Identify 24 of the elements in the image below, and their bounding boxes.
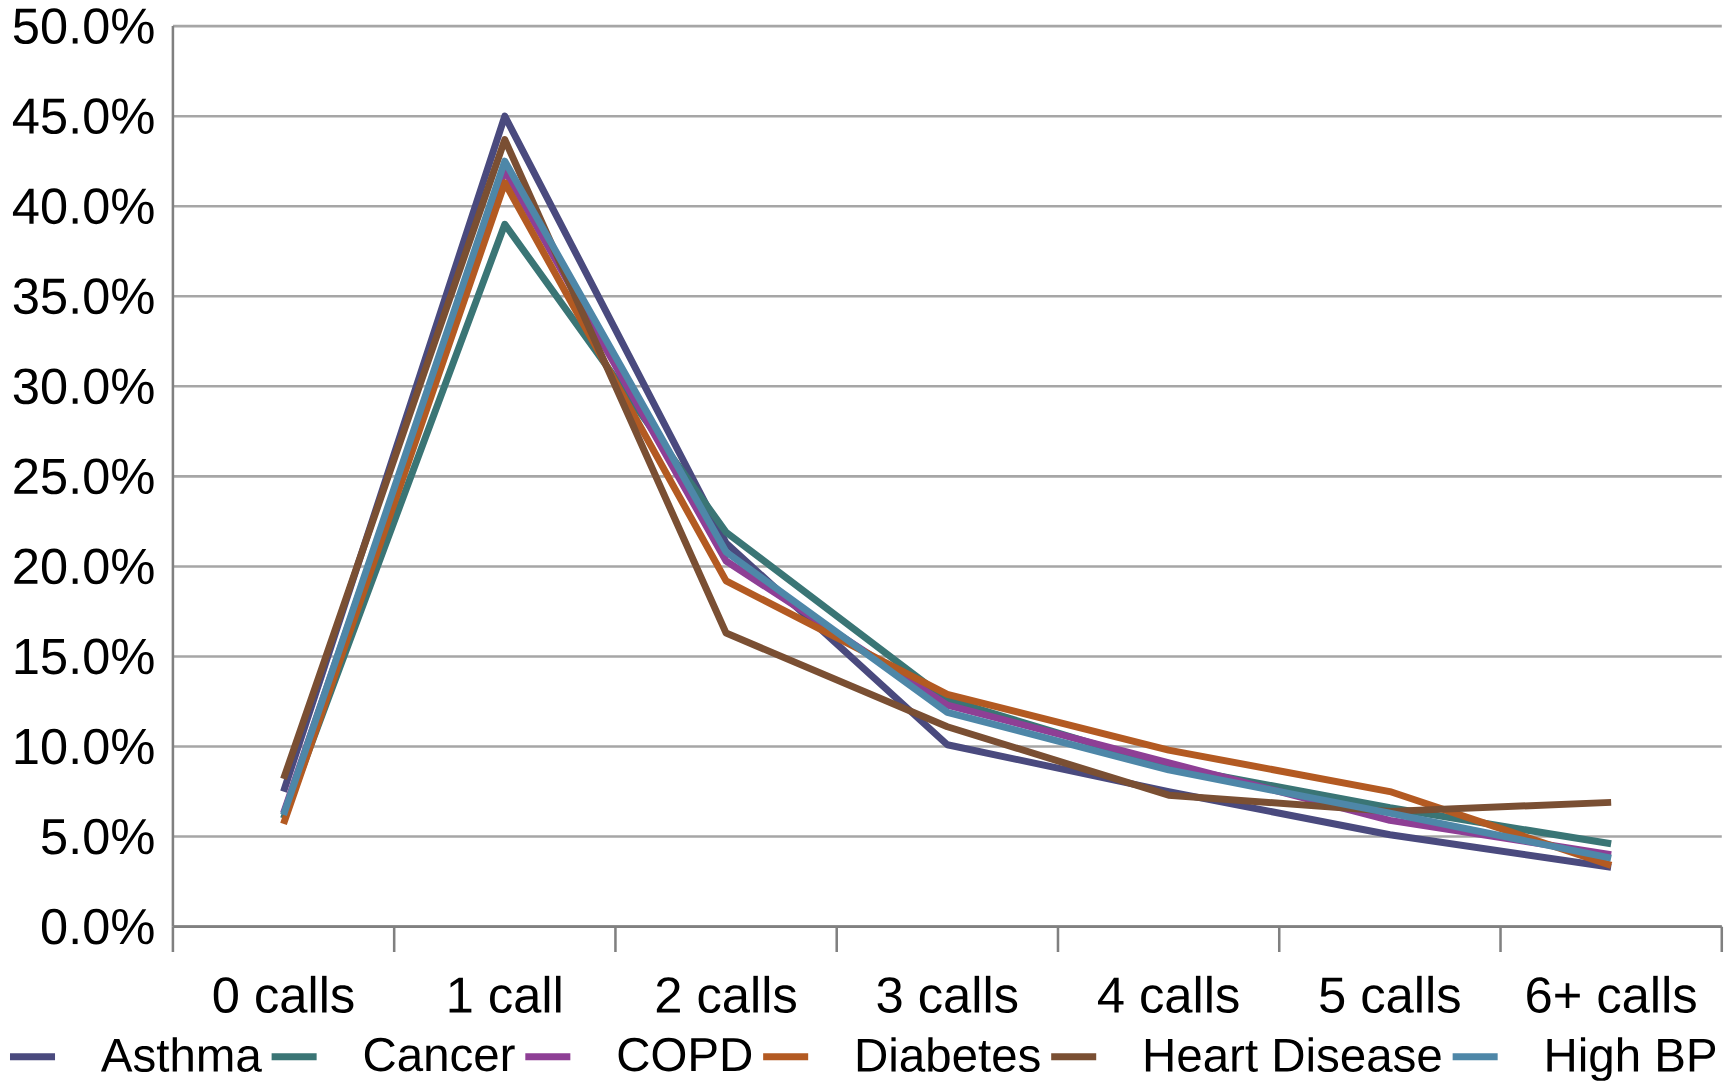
y-tick-label: 25.0% [14, 458, 154, 495]
x-tick-label: 5 calls [1320, 976, 1460, 1014]
x-tick-label: 3 calls [877, 976, 1018, 1014]
y-tick-label: 5.0% [42, 818, 154, 855]
y-tick-label: 40.0% [12, 188, 154, 225]
legend-label: High BP [1547, 1037, 1716, 1081]
y-tick-label: 0.0% [41, 908, 154, 945]
y-tick-label: 45.0% [12, 98, 154, 135]
legend-label: Cancer [364, 1037, 515, 1072]
y-tick-label: 35.0% [13, 278, 154, 315]
x-tick-label: 1 call [449, 976, 561, 1014]
y-tick-label: 15.0% [15, 638, 154, 675]
legend-label: Asthma [100, 1037, 262, 1073]
y-tick-label: 30.0% [13, 368, 154, 405]
y-tick-label: 10.0% [15, 728, 154, 765]
x-tick-label: 6+ calls [1527, 976, 1696, 1014]
legend-label: COPD [618, 1037, 752, 1072]
x-tick-label: 0 calls [213, 976, 354, 1014]
x-tick-label: 4 calls [1097, 976, 1239, 1014]
legend-label: Heart Disease [1145, 1037, 1441, 1073]
legend-label: Diabetes [857, 1037, 1040, 1073]
y-tick-label: 20.0% [14, 548, 154, 585]
y-tick-label: 50.0% [13, 8, 154, 45]
x-tick-label: 2 calls [656, 976, 796, 1014]
